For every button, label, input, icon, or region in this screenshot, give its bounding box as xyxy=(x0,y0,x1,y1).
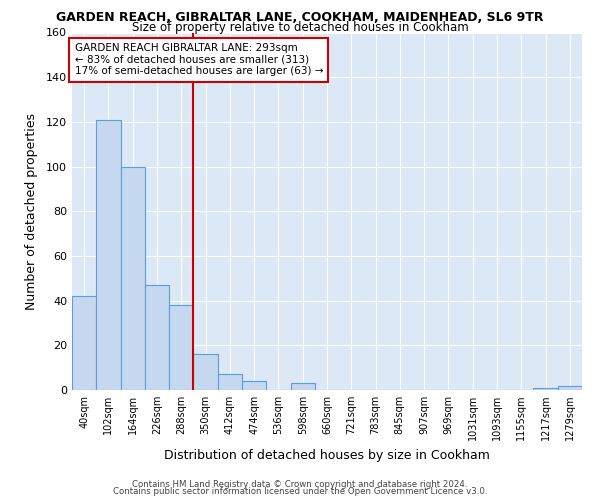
Bar xyxy=(558,386,582,390)
Bar xyxy=(145,285,169,390)
Bar xyxy=(121,166,145,390)
Bar xyxy=(533,388,558,390)
Bar xyxy=(96,120,121,390)
X-axis label: Distribution of detached houses by size in Cookham: Distribution of detached houses by size … xyxy=(164,448,490,462)
Bar xyxy=(193,354,218,390)
Text: GARDEN REACH GIBRALTAR LANE: 293sqm
← 83% of detached houses are smaller (313)
1: GARDEN REACH GIBRALTAR LANE: 293sqm ← 83… xyxy=(74,43,323,76)
Text: Size of property relative to detached houses in Cookham: Size of property relative to detached ho… xyxy=(131,21,469,34)
Bar xyxy=(169,305,193,390)
Text: Contains HM Land Registry data © Crown copyright and database right 2024.: Contains HM Land Registry data © Crown c… xyxy=(132,480,468,489)
Bar xyxy=(290,384,315,390)
Bar xyxy=(218,374,242,390)
Y-axis label: Number of detached properties: Number of detached properties xyxy=(25,113,38,310)
Text: GARDEN REACH, GIBRALTAR LANE, COOKHAM, MAIDENHEAD, SL6 9TR: GARDEN REACH, GIBRALTAR LANE, COOKHAM, M… xyxy=(56,11,544,24)
Bar xyxy=(242,381,266,390)
Bar xyxy=(72,296,96,390)
Text: Contains public sector information licensed under the Open Government Licence v3: Contains public sector information licen… xyxy=(113,487,487,496)
